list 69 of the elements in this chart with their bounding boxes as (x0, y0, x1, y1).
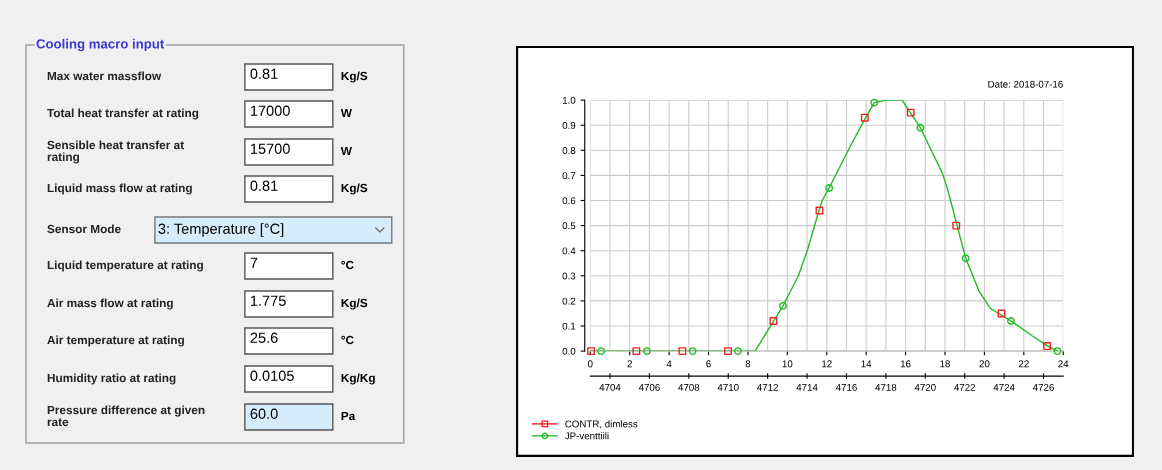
text: 0.81 (250, 68, 278, 79)
x-tick-label: 6 (706, 360, 711, 368)
y-tick-label: 0.4 (562, 247, 576, 255)
text: 1.775 (250, 295, 286, 306)
text: 3: Temperature [°C] (158, 223, 284, 237)
text: W (340, 108, 352, 118)
x-tick-label: 14 (861, 360, 872, 368)
text: Sensible heat transfer at rating (47, 140, 184, 164)
text: Date: 2018-07-16 (988, 80, 1063, 88)
x2-tick-label: 4722 (954, 383, 976, 391)
text: °C (341, 335, 354, 345)
text: Kg/Kg (341, 373, 375, 385)
x-tick-label: 0 (587, 360, 593, 368)
y-tick-label: 0.9 (562, 121, 576, 129)
x2-tick-label: 4726 (1032, 383, 1054, 391)
text: Humidity ratio at rating (47, 373, 176, 385)
x-tick-label: 16 (900, 360, 911, 368)
x2-tick-label: 4720 (914, 383, 936, 391)
text: 60.0 (250, 408, 278, 419)
text: °C (341, 260, 354, 270)
legend-label: JP-venttiili (564, 432, 609, 440)
x-tick-label: 20 (979, 360, 990, 368)
text: 15700 (250, 143, 290, 154)
x2-tick-label: 4724 (993, 383, 1015, 391)
text: Air temperature at rating (47, 335, 184, 347)
text: Pa (341, 411, 356, 421)
text: Liquid mass flow at rating (47, 183, 192, 195)
x-tick-label: 8 (745, 360, 751, 368)
text: Kg/S (341, 298, 368, 310)
legend-label: CONTR, dimless (565, 420, 638, 429)
text: 25.6 (250, 332, 278, 343)
y-tick-label: 0.3 (562, 272, 576, 280)
x-tick-label: 12 (822, 360, 832, 368)
text: Kg/S (341, 71, 368, 83)
text: Kg/S (341, 183, 368, 195)
x2-tick-label: 4704 (599, 383, 621, 391)
text: W (340, 146, 352, 156)
text: Sensor Mode (47, 224, 121, 234)
x-tick-label: 18 (940, 360, 950, 368)
text: Pressure difference at given rate (47, 405, 205, 427)
x-tick-label: 24 (1058, 360, 1069, 368)
y-tick-label: 0.8 (562, 147, 576, 154)
text: Max water massflow (47, 71, 162, 81)
x2-tick-label: 4716 (835, 383, 857, 391)
text: 7 (250, 257, 258, 268)
x2-tick-label: 4718 (875, 383, 897, 391)
text: Liquid temperature at rating (47, 260, 203, 272)
y-tick-label: 1.0 (562, 96, 576, 104)
y-tick-label: 0.1 (562, 322, 576, 330)
y-tick-label: 0.5 (562, 222, 576, 230)
text: 17000 (250, 105, 290, 116)
x2-tick-label: 4706 (638, 383, 660, 391)
x-tick-label: 22 (1018, 360, 1029, 368)
text: Air mass flow at rating (47, 298, 173, 310)
x2-tick-label: 4712 (757, 383, 778, 391)
y-tick-label: 0.0 (562, 347, 576, 355)
text: 0.0105 (250, 370, 294, 381)
text: Cooling macro input (36, 38, 165, 52)
x-tick-label: 2 (627, 360, 632, 368)
x2-tick-label: 4708 (678, 383, 700, 391)
text: 0.81 (250, 180, 278, 191)
x-tick-label: 4 (666, 360, 672, 368)
x2-tick-label: 4714 (796, 384, 818, 391)
x-tick-label: 10 (782, 360, 793, 368)
y-tick-label: 0.6 (562, 197, 576, 205)
text: Total heat transfer at rating (47, 108, 199, 120)
x2-tick-label: 4710 (717, 383, 739, 391)
y-tick-label: 0.7 (562, 172, 576, 180)
y-tick-label: 0.2 (562, 297, 576, 305)
